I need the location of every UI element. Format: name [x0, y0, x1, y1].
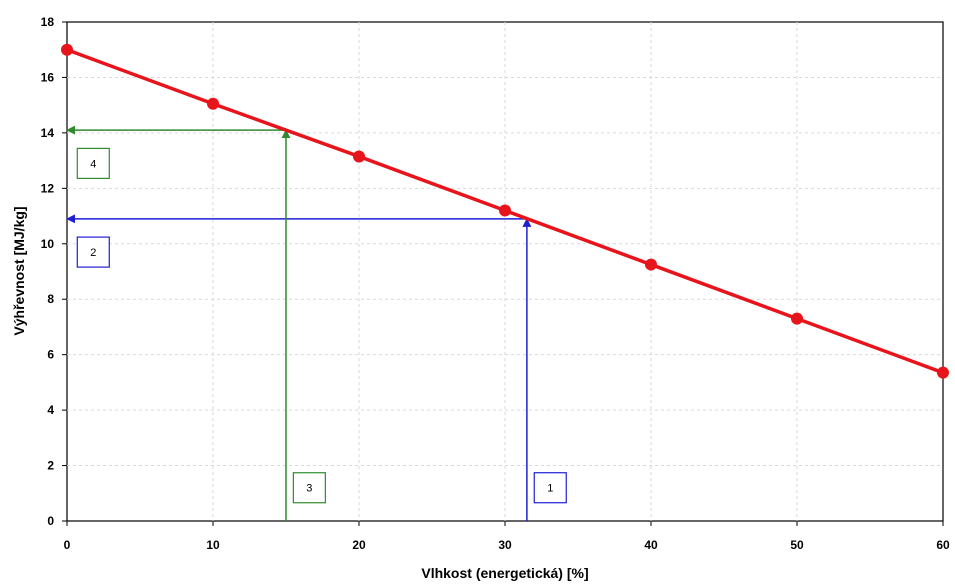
data-point — [499, 204, 511, 217]
annotation-box-3 — [292, 472, 326, 504]
y-tick-label: 0 — [47, 514, 54, 528]
y-tick-label: 6 — [47, 348, 54, 362]
y-tick-label: 18 — [41, 15, 55, 29]
data-point — [207, 97, 219, 110]
y-tick-label: 12 — [41, 181, 55, 195]
y-tick-label: 14 — [41, 126, 55, 140]
x-tick-label: 30 — [498, 538, 512, 552]
y-tick-label: 10 — [41, 237, 55, 251]
x-tick-label: 40 — [644, 538, 658, 552]
data-point — [645, 258, 657, 271]
x-axis: 0 10 20 30 40 50 60 — [64, 521, 950, 552]
x-tick-label: 20 — [352, 538, 366, 552]
annotation-label-3: 3 — [306, 483, 312, 495]
data-point — [937, 366, 949, 379]
annotation-box-1 — [533, 472, 567, 504]
data-point — [61, 43, 73, 56]
y-axis-title: Výhřevnost [MJ/kg] — [11, 206, 27, 335]
x-tick-label: 10 — [206, 538, 220, 552]
data-point — [353, 150, 365, 163]
annotation-label-4: 4 — [90, 158, 96, 170]
y-tick-label: 2 — [47, 459, 54, 473]
y-tick-label: 16 — [41, 70, 55, 84]
annotation-box-4 — [76, 147, 110, 179]
x-axis-title: Vlhkost (energetická) [%] — [421, 565, 588, 581]
annotation-label-1: 1 — [547, 483, 553, 495]
x-tick-label: 0 — [64, 538, 71, 552]
annotation-label-2: 2 — [90, 247, 96, 259]
annotation-box-2 — [76, 236, 110, 268]
y-tick-label: 8 — [47, 292, 54, 306]
x-tick-label: 60 — [936, 538, 950, 552]
y-tick-label: 4 — [47, 403, 54, 417]
data-point — [791, 312, 803, 325]
series — [61, 43, 949, 379]
gridlines — [67, 22, 943, 521]
annotations: 1 2 3 4 — [66, 125, 567, 521]
x-tick-label: 50 — [790, 538, 804, 552]
y-axis: 0 2 4 6 8 10 12 14 16 18 — [41, 15, 67, 528]
